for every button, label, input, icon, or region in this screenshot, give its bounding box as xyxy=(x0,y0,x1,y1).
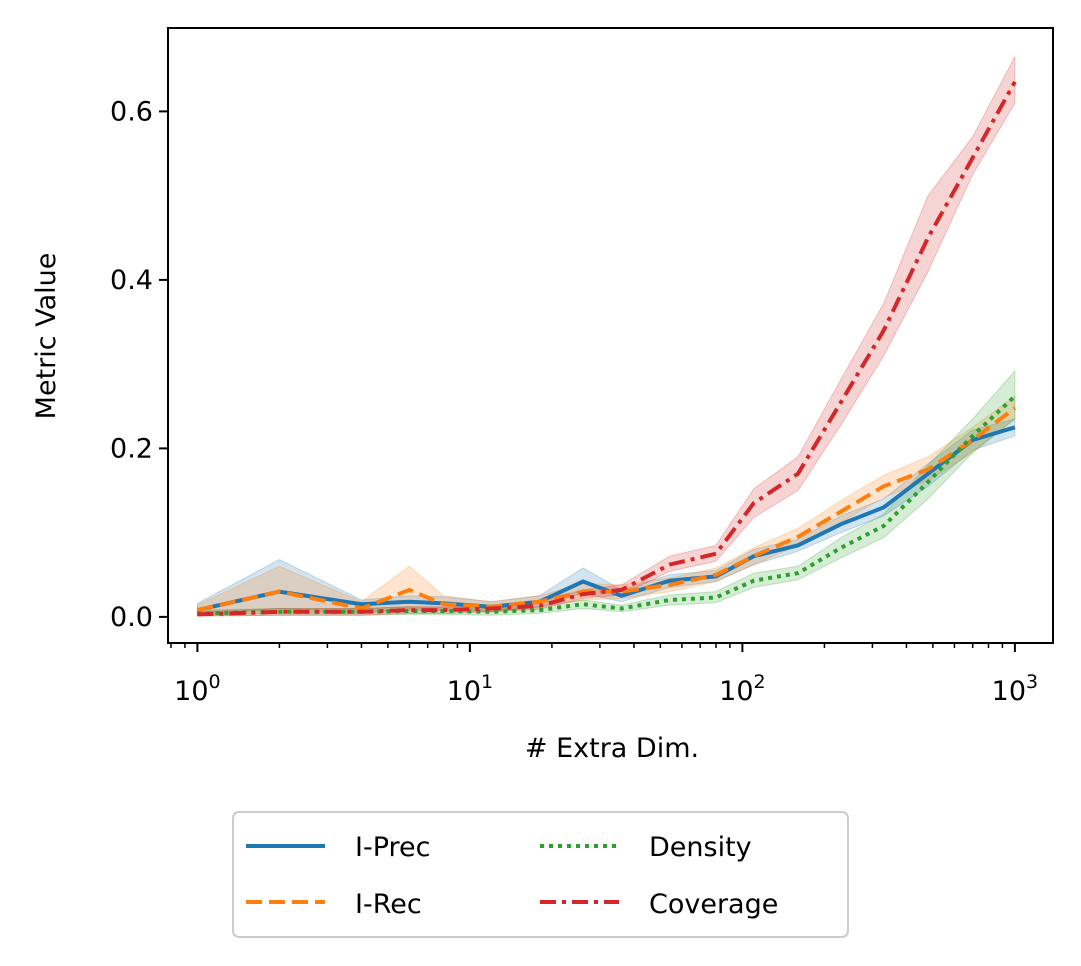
plot-frame xyxy=(167,27,1054,644)
band-i-prec xyxy=(196,418,1016,616)
series-line-i-prec xyxy=(196,425,1016,613)
y-axis-label: Metric Value xyxy=(31,253,62,420)
x-axis: 100 101 102 103 xyxy=(170,643,1038,707)
legend-box xyxy=(232,811,849,938)
legend: I-Prec I-Rec Density Coverage xyxy=(232,811,849,938)
y-tick-label: 0.6 xyxy=(110,96,153,127)
y-tick-label: 0.0 xyxy=(110,602,153,633)
y-tick-label: 0.2 xyxy=(110,433,153,464)
y-tick-label: 0.4 xyxy=(110,265,153,296)
x-tick-label: 100 xyxy=(174,671,220,707)
legend-label-density: Density xyxy=(649,832,752,863)
y-axis: 0.0 0.2 0.4 0.6 xyxy=(110,96,168,633)
x-tick-label: 103 xyxy=(992,671,1038,707)
x-axis-label: # Extra Dim. xyxy=(525,733,699,764)
legend-label-coverage: Coverage xyxy=(649,889,778,920)
series-line-coverage xyxy=(197,80,1017,617)
series-line-density xyxy=(197,394,1017,616)
legend-label-i-prec: I-Prec xyxy=(355,832,430,863)
legend-label-i-rec: I-Rec xyxy=(355,889,422,920)
series-line-i-rec xyxy=(196,406,1017,613)
series-lines xyxy=(196,80,1017,617)
